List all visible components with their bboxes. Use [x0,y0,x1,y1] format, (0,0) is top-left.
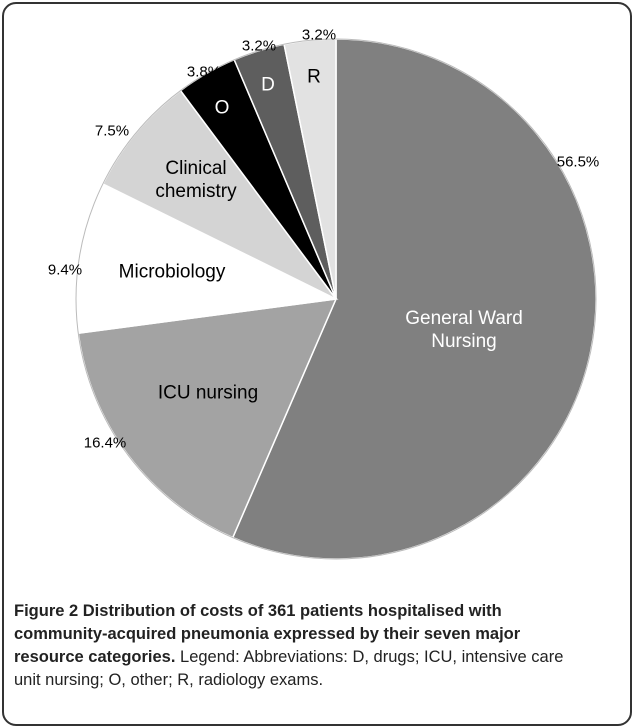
value-label: 3.2% [241,37,277,55]
caption-text: Legend: Abbreviations: D, drugs; ICU, in… [14,648,564,689]
pie-outline [75,38,597,560]
slice-label: Microbiology [118,261,226,283]
value-label: 56.5% [556,153,600,171]
caption: Figure 2 Distribution of costs of 361 pa… [14,600,574,692]
slice-label: ICU nursing [157,382,259,404]
value-label: 3.8% [186,63,222,81]
slice-label: D [261,74,275,96]
slice-label: Clinical chemistry [155,158,237,202]
value-label: 3.2% [301,26,337,44]
value-label: 9.4% [47,261,83,279]
pie-chart [75,38,597,560]
slice-label: General Ward Nursing [405,308,523,352]
caption-title: Figure 2 Distribution of costs of 361 pa… [14,602,521,666]
slice-label: O [214,97,230,119]
slice-label: R [307,66,321,88]
value-label: 16.4% [83,434,127,452]
value-label: 7.5% [94,122,130,140]
